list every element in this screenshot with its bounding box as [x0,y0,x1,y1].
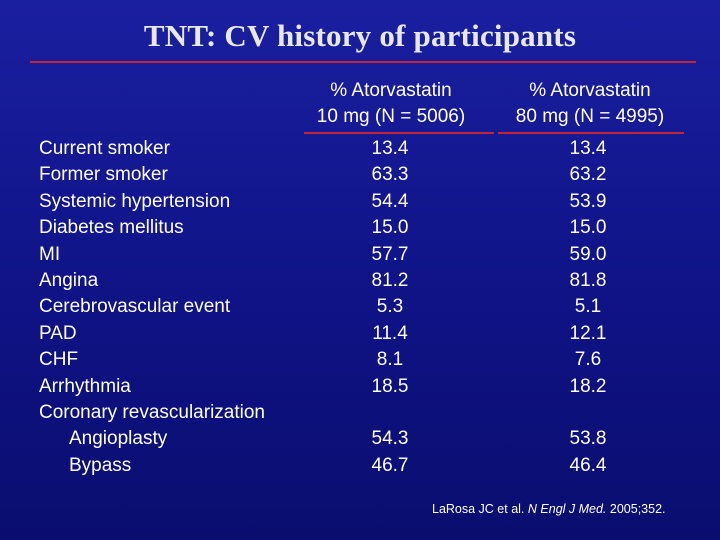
citation-authors: LaRosa JC et al. [432,502,525,516]
row-label: Coronary revascularization [39,402,265,423]
value-80mg: 53.8 [569,428,607,450]
column-header-underline-80mg [498,132,684,134]
table-row: Coronary revascularization [0,400,720,426]
column-header-underline-10mg [304,132,494,134]
value-80mg: 5.1 [574,296,602,318]
table-row: Angina 81.2 81.8 [0,268,720,294]
table-row: Systemic hypertension 54.4 53.9 [0,189,720,215]
title-underline [30,61,696,63]
value-80mg: 53.9 [569,190,607,212]
table-row: Angioplasty 54.3 53.8 [0,426,720,452]
value-10mg: 81.2 [371,270,409,291]
row-label: Former smoker [39,164,168,186]
value-80mg: 18.2 [569,375,607,397]
row-label: Current smoker [39,138,170,159]
citation-reference: 2005;352. [609,502,666,516]
table-row: Cerebrovascular event 5.3 5.1 [0,294,720,320]
table-row: CHF 8.1 7.6 [0,347,720,373]
citation-journal: N Engl J Med. [527,502,607,516]
value-80mg: 13.4 [569,138,607,159]
table-row: Arrhythmia 18.5 18.2 [0,374,720,400]
column-header-line2: 80 mg (N = 4995) [515,106,665,127]
value-10mg: 54.3 [371,428,409,450]
slide-title: TNT: CV history of participants [143,18,577,53]
value-80mg: 15.0 [569,217,607,239]
table-row: PAD 11.4 12.1 [0,321,720,347]
value-10mg: 18.5 [371,375,409,397]
column-header-line1: % Atorvastatin [330,80,452,101]
row-label: PAD [39,322,77,344]
column-header-line2: 10 mg (N = 5006) [316,106,466,127]
column-header-80mg: % Atorvastatin 80 mg (N = 4995) [500,78,680,130]
column-header-10mg: % Atorvastatin 10 mg (N = 5006) [302,78,480,130]
value-80mg: 81.8 [569,270,607,291]
row-label: Diabetes mellitus [39,217,184,239]
row-label: Arrhythmia [39,375,131,397]
value-10mg: 46.7 [371,454,409,476]
value-10mg: 54.4 [371,190,409,212]
citation: LaRosa JC et al. N Engl J Med. 2005;352. [432,502,666,516]
table-row: Current smoker 13.4 13.4 [0,136,720,162]
row-label: MI [39,243,61,265]
value-10mg: 5.3 [376,296,404,318]
value-80mg: 12.1 [569,322,607,344]
value-10mg: 57.7 [371,243,409,265]
value-10mg: 8.1 [376,349,404,371]
table-row: Bypass 46.7 46.4 [0,453,720,479]
value-80mg: 7.6 [574,349,602,371]
row-label: Angina [39,270,99,291]
value-10mg: 11.4 [372,322,408,344]
column-header-line1: % Atorvastatin [529,80,651,101]
row-label: Bypass [69,454,132,476]
row-label: CHF [39,349,79,371]
row-label: Systemic hypertension [39,190,231,212]
table-row: MI 57.7 59.0 [0,242,720,268]
value-10mg: 13.4 [371,138,409,159]
value-80mg: 63.2 [569,164,607,186]
value-80mg: 46.4 [569,454,607,476]
table-row: Former smoker 63.3 63.2 [0,162,720,188]
row-label: Angioplasty [69,428,168,450]
value-10mg: 15.0 [371,217,409,239]
row-label: Cerebrovascular event [39,296,231,318]
value-10mg: 63.3 [371,164,409,186]
table-row: Diabetes mellitus 15.0 15.0 [0,215,720,241]
value-80mg: 59.0 [569,243,607,265]
